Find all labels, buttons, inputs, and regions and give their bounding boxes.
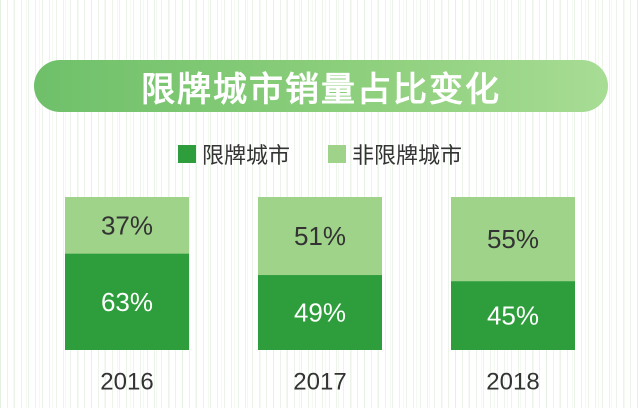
legend: 限牌城市 非限牌城市	[0, 138, 640, 170]
data-label-restricted-2016: 63%	[101, 287, 153, 317]
data-label-restricted-2018: 45%	[487, 301, 539, 331]
data-label-unrestricted-2017: 51%	[294, 221, 346, 251]
bar-segment-unrestricted-2018	[451, 197, 575, 282]
bar-segment-restricted-2018	[451, 281, 575, 350]
bar-segment-unrestricted-2016	[65, 197, 189, 254]
data-label-restricted-2017: 49%	[294, 298, 346, 328]
legend-swatch-restricted	[177, 145, 196, 163]
chart-title: 限牌城市销量占比变化	[141, 69, 501, 110]
x-tick-label-2017: 2017	[293, 369, 346, 396]
title-banner: 限牌城市销量占比变化	[34, 60, 608, 112]
bar-segment-restricted-2017	[258, 275, 382, 350]
data-label-unrestricted-2018: 55%	[487, 224, 539, 254]
legend-swatch-unrestricted	[328, 145, 346, 163]
data-label-unrestricted-2016: 37%	[101, 210, 153, 240]
x-tick-label-2016: 2016	[100, 369, 153, 396]
bar-segment-unrestricted-2017	[258, 197, 382, 276]
legend-label-restricted: 限牌城市	[201, 144, 290, 169]
legend-item-unrestricted: 非限牌城市	[328, 138, 462, 170]
bar-segment-restricted-2016	[65, 253, 189, 350]
legend-label-unrestricted: 非限牌城市	[352, 144, 463, 169]
x-tick-label-2018: 2018	[486, 369, 539, 396]
legend-item-restricted: 限牌城市	[177, 138, 290, 170]
